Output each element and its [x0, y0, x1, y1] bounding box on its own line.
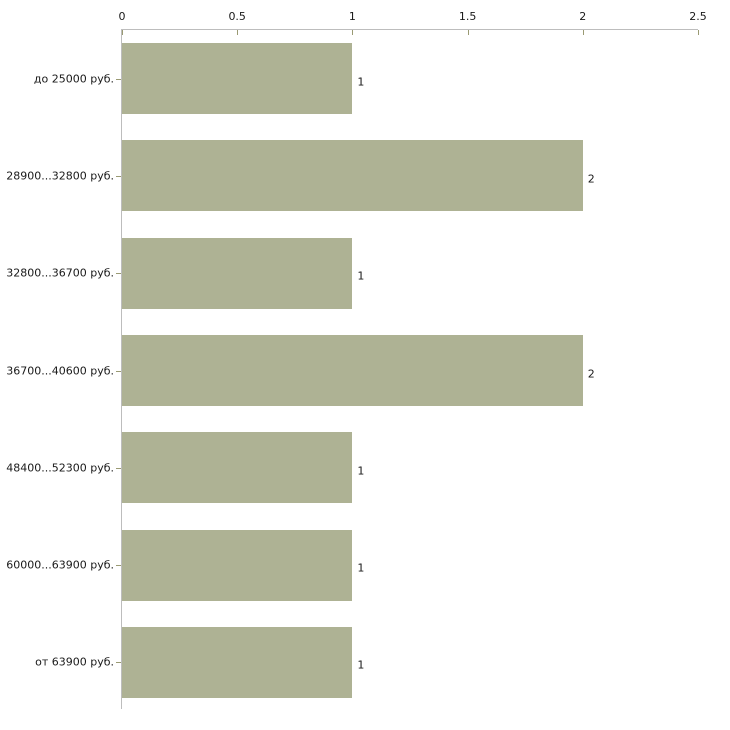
- category-axis-label: 28900...32800 руб.: [6, 169, 114, 183]
- bar-value-label: 2: [587, 367, 595, 380]
- value-axis-tick: [698, 30, 699, 35]
- category-axis-label: до 25000 руб.: [33, 72, 114, 86]
- value-axis-tick: [467, 30, 469, 35]
- value-axis-tick-label: 0.5: [228, 10, 246, 23]
- bar[interactable]: [122, 335, 583, 406]
- value-axis-tick-label: 0: [118, 10, 126, 23]
- bar-value-label: 1: [357, 75, 365, 89]
- bar-value-label: 1: [357, 269, 365, 283]
- bar[interactable]: [122, 237, 353, 309]
- value-axis-tick-label: 1.5: [458, 10, 477, 23]
- category-axis-tick: [116, 467, 121, 469]
- category-axis-tick: [116, 565, 121, 567]
- value-axis-tick: [237, 30, 239, 35]
- category-axis-label: 32800...36700 руб.: [6, 266, 114, 280]
- value-axis-tick-label: 1: [348, 10, 356, 23]
- category-axis-label: от 63900 руб.: [35, 655, 114, 669]
- category-axis-label: 48400...52300 руб.: [6, 461, 114, 475]
- value-axis-tick-label: 2.5: [689, 10, 707, 23]
- bar-value-label: 2: [587, 172, 595, 186]
- value-axis-tick-label: 2: [579, 10, 587, 23]
- bar-value-label: 1: [357, 464, 365, 478]
- category-axis-tick: [116, 273, 121, 275]
- bar-value-label: 1: [357, 658, 365, 672]
- bar[interactable]: [122, 432, 353, 504]
- value-axis-tick: [122, 30, 123, 35]
- value-axis-line: [122, 29, 698, 30]
- category-axis-tick: [116, 175, 121, 177]
- category-axis-tick: [116, 370, 121, 372]
- value-axis-tick: [352, 30, 354, 35]
- bar[interactable]: [122, 43, 353, 115]
- value-axis-tick: [582, 30, 584, 35]
- bar-value-label: 1: [357, 561, 365, 575]
- category-axis-label: 36700...40600 руб.: [6, 364, 114, 377]
- category-axis-tick: [116, 78, 121, 80]
- category-axis-tick: [116, 662, 121, 664]
- category-axis-line: [121, 29, 122, 709]
- category-axis-label: 60000...63900 руб.: [6, 558, 114, 572]
- bar[interactable]: [122, 529, 353, 601]
- bar[interactable]: [122, 140, 583, 212]
- bar[interactable]: [122, 626, 353, 698]
